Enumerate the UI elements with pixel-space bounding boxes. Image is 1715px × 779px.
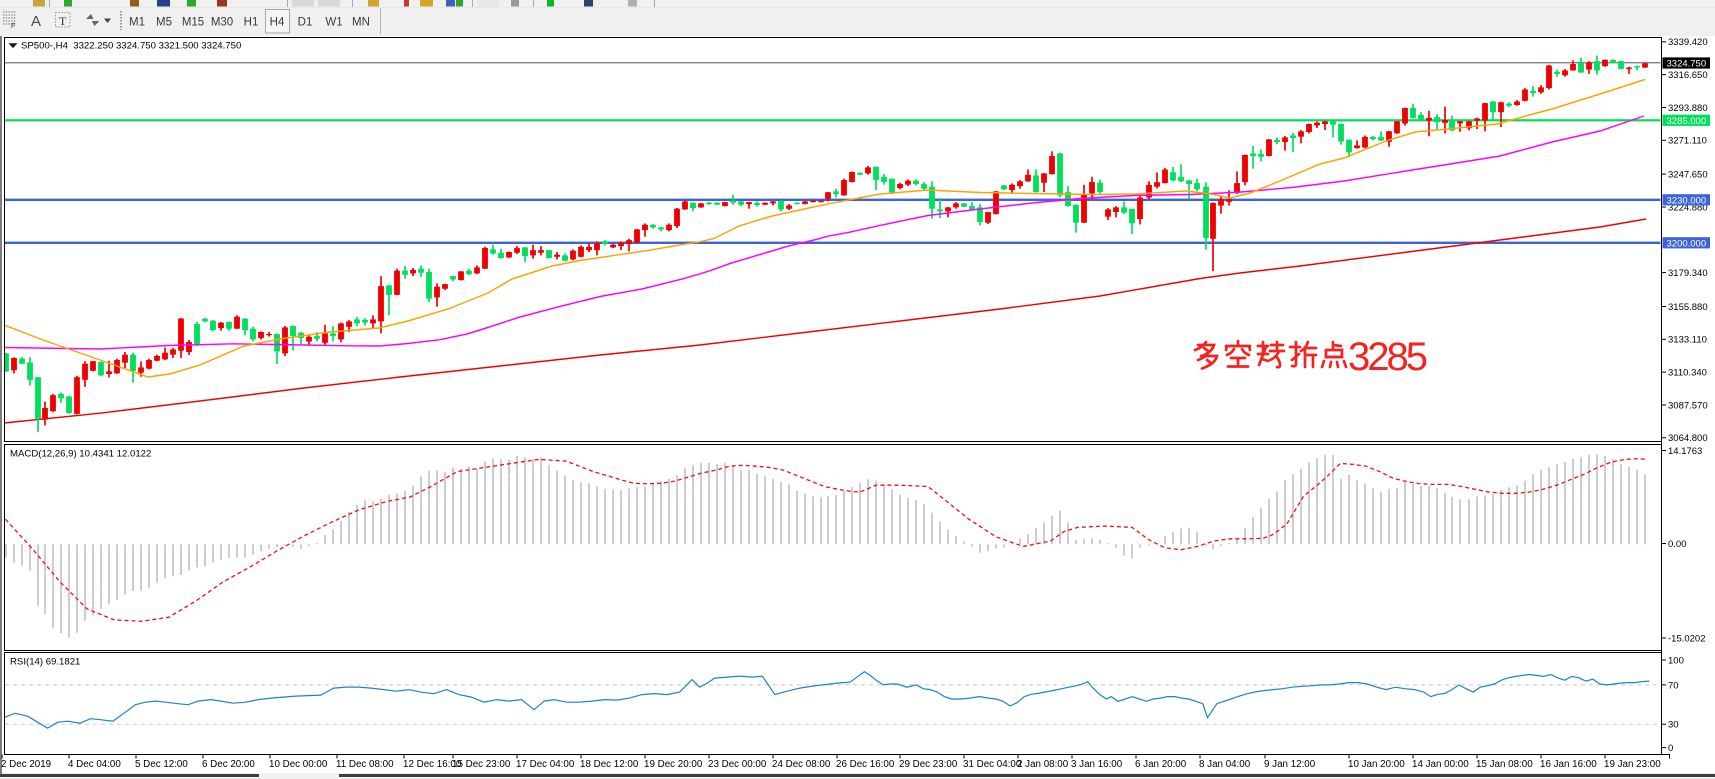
svg-text:6 Dec 20:00: 6 Dec 20:00 (202, 759, 255, 770)
svg-text:2 Dec 2019: 2 Dec 2019 (1, 759, 51, 770)
svg-text:19 Jan 23:00: 19 Jan 23:00 (1604, 759, 1661, 770)
svg-text:8 Jan 04:00: 8 Jan 04:00 (1199, 759, 1251, 770)
svg-text:23 Dec 00:00: 23 Dec 00:00 (708, 759, 767, 770)
svg-text:14.1763: 14.1763 (1668, 446, 1702, 457)
svg-text:-15.0202: -15.0202 (1668, 633, 1706, 644)
svg-text:3087.570: 3087.570 (1668, 400, 1708, 411)
svg-text:MACD(12,26,9) 10.4341 12.0122: MACD(12,26,9) 10.4341 12.0122 (10, 449, 151, 460)
svg-text:3133.110: 3133.110 (1668, 335, 1707, 346)
svg-text:3339.420: 3339.420 (1668, 37, 1708, 48)
svg-text:70: 70 (1668, 680, 1679, 691)
svg-text:3224.880: 3224.880 (1668, 202, 1708, 213)
svg-text:3064.800: 3064.800 (1668, 433, 1708, 444)
svg-text:29 Dec 23:00: 29 Dec 23:00 (899, 759, 958, 770)
svg-text:100: 100 (1668, 655, 1684, 666)
svg-text:M15: M15 (182, 17, 204, 29)
svg-text:RSI(14) 69.1821: RSI(14) 69.1821 (10, 657, 80, 668)
svg-text:3155.880: 3155.880 (1668, 302, 1708, 313)
svg-text:3200.000: 3200.000 (1667, 238, 1707, 249)
svg-text:MN: MN (352, 17, 370, 29)
svg-text:5 Dec 12:00: 5 Dec 12:00 (135, 759, 188, 770)
svg-text:9 Jan 12:00: 9 Jan 12:00 (1264, 759, 1316, 770)
svg-text:M5: M5 (156, 17, 172, 29)
svg-text:0: 0 (1668, 743, 1673, 754)
svg-text:24 Dec 08:00: 24 Dec 08:00 (772, 759, 831, 770)
svg-text:19 Dec 20:00: 19 Dec 20:00 (644, 759, 703, 770)
svg-text:10 Jan 20:00: 10 Jan 20:00 (1348, 759, 1405, 770)
svg-text:F: F (11, 23, 15, 30)
svg-text:M1: M1 (129, 17, 145, 29)
svg-text:26 Dec 16:00: 26 Dec 16:00 (836, 759, 895, 770)
svg-text:11 Dec 08:00: 11 Dec 08:00 (336, 759, 394, 770)
svg-text:3179.340: 3179.340 (1668, 268, 1708, 279)
svg-text:10 Dec 00:00: 10 Dec 00:00 (269, 759, 328, 770)
svg-text:2 Jan 08:00: 2 Jan 08:00 (1017, 759, 1069, 770)
svg-text:12 Dec 16:00: 12 Dec 16:00 (403, 759, 462, 770)
svg-text:D1: D1 (298, 17, 313, 29)
svg-text:17 Dec 04:00: 17 Dec 04:00 (516, 759, 575, 770)
svg-text:18 Dec 12:00: 18 Dec 12:00 (580, 759, 639, 770)
svg-text:M30: M30 (211, 17, 233, 29)
svg-text:3230.000: 3230.000 (1667, 195, 1707, 206)
svg-text:16 Jan 16:00: 16 Jan 16:00 (1540, 759, 1597, 770)
svg-text:W1: W1 (325, 17, 342, 29)
svg-text:3316.650: 3316.650 (1668, 70, 1708, 81)
svg-text:H1: H1 (244, 17, 259, 29)
svg-text:3285: 3285 (1348, 335, 1428, 379)
svg-text:3247.650: 3247.650 (1668, 170, 1708, 181)
svg-text:3285.000: 3285.000 (1667, 116, 1707, 127)
svg-text:30: 30 (1668, 720, 1679, 731)
svg-text:3271.110: 3271.110 (1668, 136, 1707, 147)
svg-text:A: A (31, 13, 41, 30)
svg-text:H4: H4 (270, 17, 285, 29)
svg-text:15 Jan 08:00: 15 Jan 08:00 (1476, 759, 1533, 770)
svg-text:14 Jan 00:00: 14 Jan 00:00 (1412, 759, 1469, 770)
svg-text:3 Jan 16:00: 3 Jan 16:00 (1071, 759, 1123, 770)
svg-text:6 Jan 20:00: 6 Jan 20:00 (1135, 759, 1187, 770)
svg-text:0.00: 0.00 (1668, 539, 1687, 550)
svg-text:15 Dec 23:00: 15 Dec 23:00 (452, 759, 511, 770)
svg-text:SP500-,H4 3322.250 3324.750 3: SP500-,H4 3322.250 3324.750 3321.500 332… (21, 40, 241, 51)
svg-text:3110.340: 3110.340 (1668, 368, 1707, 379)
svg-text:3324.750: 3324.750 (1667, 59, 1707, 70)
svg-text:31 Dec 04:00: 31 Dec 04:00 (963, 759, 1022, 770)
svg-text:T: T (59, 14, 67, 28)
svg-text:4 Dec 04:00: 4 Dec 04:00 (68, 759, 121, 770)
svg-text:3293.880: 3293.880 (1668, 103, 1708, 114)
